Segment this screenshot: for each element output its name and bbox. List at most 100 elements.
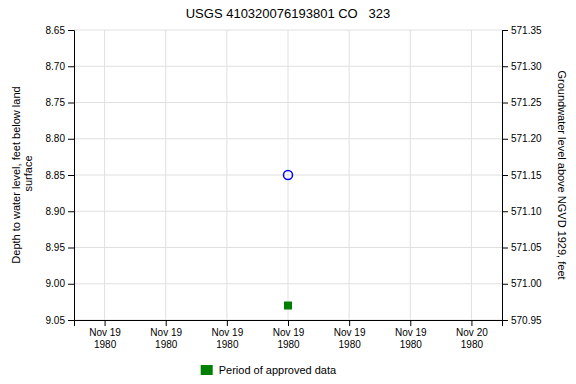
x-tick-label-line: 1980	[216, 339, 239, 350]
chart-container: Nov 191980Nov 191980Nov 191980Nov 191980…	[0, 0, 576, 384]
x-tick-label: Nov 191980	[273, 327, 305, 350]
y-tick-label: 9.00	[46, 278, 66, 289]
y2-tick: 570.95	[502, 315, 542, 326]
y-tick-mark	[68, 66, 74, 67]
y2-tick-mark	[502, 248, 508, 249]
y2-tick-label: 571.10	[511, 206, 542, 217]
grid	[74, 30, 502, 320]
x-tick-label-line: 1980	[277, 339, 300, 350]
y-tick-mark	[68, 103, 74, 104]
grid-line-x	[410, 30, 411, 320]
y2-tick: 571.30	[502, 61, 542, 72]
y-tick: 8.75	[46, 97, 74, 108]
grid-line-x	[226, 30, 227, 320]
x-tick-label-line: Nov 19	[89, 327, 121, 338]
x-tick-label-line: 1980	[339, 339, 362, 350]
y2-tick-label: 570.95	[511, 315, 542, 326]
legend-label: Period of approved data	[219, 364, 337, 376]
x-tick-label-line: Nov 19	[395, 327, 427, 338]
y2-tick-mark	[502, 30, 508, 31]
point-circle-open	[284, 171, 293, 180]
x-tick-label-line: Nov 20	[456, 327, 488, 338]
y2-tick: 571.25	[502, 97, 542, 108]
x-tick-mark	[471, 320, 472, 326]
x-tick-label-line: Nov 19	[273, 327, 305, 338]
y-axis: 8.658.708.758.808.858.908.959.009.05	[46, 25, 75, 326]
y-tick: 8.85	[46, 170, 74, 181]
y-tick-mark	[68, 320, 74, 321]
x-tick-label: Nov 191980	[212, 327, 244, 350]
y-tick: 8.95	[46, 242, 74, 253]
y2-tick-mark	[502, 320, 508, 321]
x-tick: Nov 191980	[89, 320, 121, 350]
y2-tick-mark	[502, 66, 508, 67]
y2-tick-mark	[502, 175, 508, 176]
grid-line-x	[165, 30, 166, 320]
x-tick-label-line: Nov 19	[212, 327, 244, 338]
y2-tick-label: 571.30	[511, 61, 542, 72]
y2-tick-mark	[502, 211, 508, 212]
x-tick: Nov 191980	[150, 320, 182, 350]
x-tick: Nov 191980	[395, 320, 427, 350]
grid-line-x	[104, 30, 105, 320]
x-tick-mark	[349, 320, 350, 326]
y2-tick-mark	[502, 284, 508, 285]
legend: Period of approved data	[201, 364, 337, 376]
series	[284, 171, 293, 180]
data-marks	[284, 171, 293, 310]
axis-domain	[68, 31, 75, 321]
x-tick-label: Nov 201980	[456, 327, 488, 350]
y-tick: 8.70	[46, 61, 74, 72]
x-tick-label-line: 1980	[400, 339, 423, 350]
y2-tick-label: 571.00	[511, 278, 542, 289]
chart-svg: Nov 191980Nov 191980Nov 191980Nov 191980…	[0, 0, 576, 384]
y-tick-mark	[68, 211, 74, 212]
y2-tick: 571.15	[502, 170, 542, 181]
y-tick: 8.80	[46, 133, 74, 144]
chart-title: USGS 410320076193801 CO 323	[186, 6, 391, 21]
y-tick-mark	[68, 175, 74, 176]
y-tick-label: 8.95	[46, 242, 66, 253]
x-tick-label-line: 1980	[155, 339, 178, 350]
point-square	[285, 302, 292, 309]
x-tick-mark	[288, 320, 289, 326]
x-tick: Nov 201980	[456, 320, 488, 350]
y2-tick: 571.35	[502, 25, 542, 36]
y-tick-mark	[68, 30, 74, 31]
x-tick-label-line: Nov 19	[150, 327, 182, 338]
y2-axis: 571.35 571.30 571.25 571.20 571.15 571.10 571.…	[502, 25, 542, 326]
plot-area: Nov 191980Nov 191980Nov 191980Nov 191980…	[46, 25, 542, 350]
y-tick-mark	[68, 139, 74, 140]
x-tick-mark	[410, 320, 411, 326]
y-tick-label: 8.90	[46, 206, 66, 217]
x-tick-mark	[105, 320, 106, 326]
y2-axis-title-line: Groundwater level above NGVD 1929, feet	[556, 70, 568, 279]
legend-item: Period of approved data	[201, 364, 337, 376]
y2-tick: 571.00	[502, 278, 542, 289]
x-tick-label-line: Nov 19	[334, 327, 366, 338]
y2-tick-label: 571.05	[511, 242, 542, 253]
y2-axis-title: Groundwater level above NGVD 1929, feet	[556, 70, 568, 279]
y-tick-mark	[68, 248, 74, 249]
y-tick: 9.00	[46, 278, 74, 289]
y2-tick-mark	[502, 103, 508, 104]
y-axis-title: Depth to water level, feet below land su…	[10, 86, 35, 263]
grid-line-x	[471, 30, 472, 320]
y-tick-label: 8.80	[46, 133, 66, 144]
x-tick-label-line: 1980	[94, 339, 117, 350]
x-tick-label: Nov 191980	[89, 327, 121, 350]
y-axis-title-line: surface	[22, 155, 34, 194]
axis-domain	[75, 321, 503, 327]
x-tick: Nov 191980	[273, 320, 305, 350]
y-tick: 8.90	[46, 206, 74, 217]
y-tick-label: 8.85	[46, 170, 66, 181]
y-tick-mark	[68, 284, 74, 285]
y2-tick: 571.05	[502, 242, 542, 253]
legend-swatch	[201, 365, 213, 375]
x-tick: Nov 191980	[212, 320, 244, 350]
y2-tick-label: 571.15	[511, 170, 542, 181]
y-tick-label: 8.75	[46, 97, 66, 108]
x-tick-mark	[227, 320, 228, 326]
y2-tick: 571.20	[502, 133, 542, 144]
x-tick-label: Nov 191980	[334, 327, 366, 350]
